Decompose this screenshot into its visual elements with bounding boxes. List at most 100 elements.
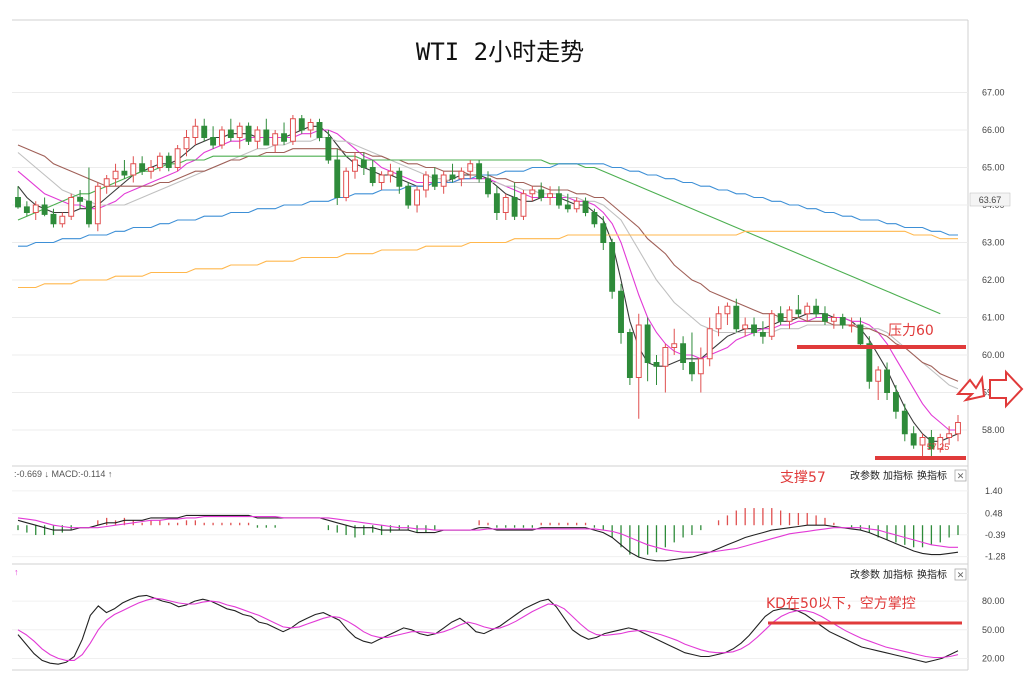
chart-frame [12, 19, 969, 671]
candle [529, 186, 536, 202]
candle [281, 122, 287, 145]
candle [148, 160, 154, 179]
candle [564, 193, 571, 213]
macd-y-tick: -1.28 [985, 552, 1006, 562]
main-y-tick: 58.00 [982, 425, 1005, 435]
candle [848, 317, 855, 333]
candle [671, 328, 678, 355]
toolbar-button[interactable]: 换指标 [917, 469, 947, 482]
candle [493, 186, 500, 220]
candle [458, 167, 465, 187]
candle [786, 306, 793, 329]
candle [272, 130, 279, 153]
candle [32, 201, 39, 220]
candle [254, 126, 261, 149]
macd-lines [17, 514, 959, 562]
candle [15, 186, 21, 209]
main-y-tick: 62.00 [982, 275, 1005, 285]
candle [50, 208, 57, 228]
macd-y-tick: 1.40 [985, 486, 1003, 496]
candle [706, 317, 713, 367]
candle [538, 182, 545, 202]
candle [396, 167, 403, 194]
main-y-tick: 66.00 [982, 125, 1005, 135]
candle [449, 163, 456, 183]
close-icon[interactable]: ✕ [954, 568, 967, 581]
candle [59, 212, 66, 228]
current-price-label: 63.67 [979, 195, 1002, 205]
macd-y-axis: 1.40 0.48 -0.39 -1.28 [12, 486, 1006, 562]
kd-y-tick: 20.00 [982, 653, 1005, 663]
candle [431, 167, 438, 190]
resistance-label: 压力60 [888, 323, 934, 339]
candle [130, 156, 137, 183]
candle [875, 366, 882, 400]
toolbar-button[interactable]: 加指标 [883, 568, 913, 581]
macd-line [17, 514, 959, 562]
macd-toolbar: 改参数 加指标 换指标 ✕ [850, 469, 967, 482]
candle [635, 313, 642, 419]
close-icon[interactable]: ✕ [954, 469, 967, 482]
candle [591, 208, 598, 228]
right-arrow-annotation [989, 369, 1024, 409]
candle [369, 160, 376, 187]
candle [298, 115, 305, 134]
candle [556, 186, 562, 209]
candle [946, 426, 953, 445]
candle [804, 302, 811, 322]
candle [334, 148, 341, 205]
candle [901, 403, 908, 442]
candle [41, 197, 48, 217]
candle [547, 186, 554, 205]
candle [866, 336, 873, 389]
candle [600, 216, 607, 250]
candle [751, 317, 757, 337]
toolbar-button[interactable]: 加指标 [883, 469, 913, 482]
kd-y-tick: 50.00 [982, 625, 1005, 635]
candle [236, 122, 243, 149]
candle [955, 415, 961, 442]
candle [467, 160, 474, 179]
candle [86, 167, 92, 228]
candle [919, 433, 926, 457]
candle [733, 298, 740, 333]
low-price-label: 57.25 [927, 442, 950, 452]
svg-text:✕: ✕ [957, 571, 965, 581]
up-arrow-annotation [955, 374, 986, 402]
candle [626, 328, 633, 385]
toolbar-button[interactable]: 改参数 [850, 568, 880, 581]
kd-annotation: KD在50以下，空方掌控 [766, 596, 916, 612]
toolbar-button[interactable]: 改参数 [850, 469, 880, 482]
candle [103, 175, 110, 194]
kd-y-tick: 80.00 [982, 596, 1005, 606]
candle [485, 171, 491, 198]
candle [857, 317, 864, 348]
kd-line [17, 594, 959, 665]
kd-toolbar: 改参数 加指标 换指标 ✕ [850, 568, 967, 581]
candle [724, 302, 731, 325]
main-y-tick: 60.00 [982, 350, 1005, 360]
candle [830, 313, 837, 329]
candle [573, 197, 580, 213]
candle [289, 115, 296, 145]
candle [520, 190, 527, 220]
candle [440, 171, 447, 194]
candle [165, 152, 172, 172]
candle [928, 430, 935, 459]
current-price-badge: 63.67 [969, 192, 1011, 207]
candle [892, 385, 899, 419]
chart-title: WTI 2小时走势 [416, 38, 584, 66]
candle [795, 295, 802, 318]
candle [476, 160, 483, 183]
candle [94, 182, 101, 232]
candle [183, 130, 190, 157]
candle [387, 163, 394, 183]
candle [618, 283, 624, 344]
candle [777, 306, 784, 325]
candle [839, 313, 846, 329]
candle [689, 332, 695, 382]
candle [582, 197, 589, 217]
candle [139, 156, 146, 175]
toolbar-button[interactable]: 换指标 [917, 568, 947, 581]
